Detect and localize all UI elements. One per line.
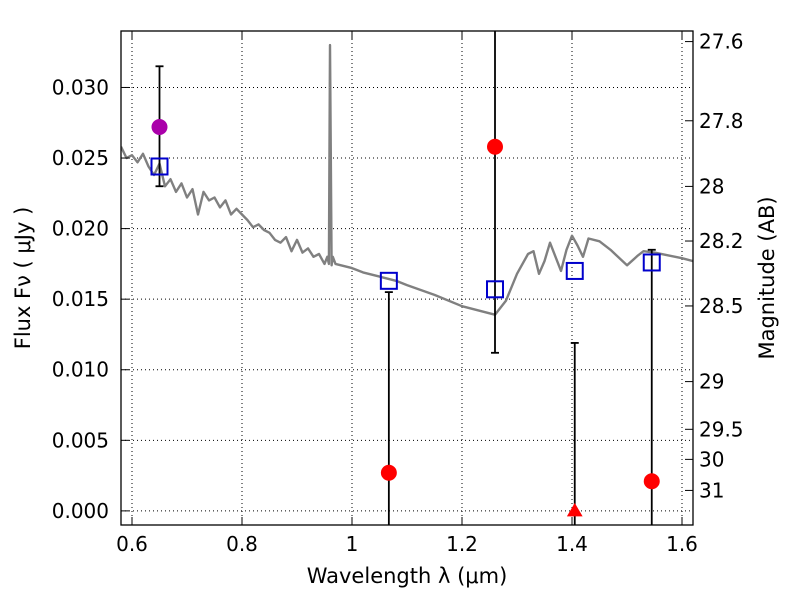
x-tick-label: 0.6 [116, 532, 148, 556]
template-spectrum-line [121, 43, 693, 316]
observed-point [380, 464, 397, 481]
observed-point [643, 473, 660, 490]
right-tick-label: 29.5 [699, 417, 744, 441]
model-point [486, 280, 504, 299]
observed-point [487, 138, 503, 155]
special-point [151, 118, 168, 135]
right-tick-label: 31 [699, 478, 724, 502]
x-tick-label: 0.8 [226, 532, 258, 556]
x-axis-label: Wavelength λ (μm) [307, 564, 508, 588]
right-tick-label: 30 [699, 447, 724, 471]
error-bars-layer [155, 31, 656, 525]
x-tick-label: 1.6 [666, 532, 698, 556]
upper-limit-marker [566, 502, 583, 517]
right-tick-label: 28 [699, 174, 724, 198]
template-spectrum-layer [121, 43, 693, 316]
right-tick-label: 28.5 [699, 294, 744, 318]
plot-frame [120, 30, 694, 526]
x-tick-label: 1.2 [446, 532, 478, 556]
model-point [379, 271, 398, 290]
grid [121, 31, 693, 525]
x-tick-label: 1.4 [556, 532, 588, 556]
y-tick-label: 0.010 [52, 358, 109, 382]
markers-layer [150, 118, 661, 517]
y-tick-label: 0.000 [52, 499, 109, 523]
right-tick-label: 29 [699, 370, 724, 394]
y-tick-label: 0.015 [52, 287, 109, 311]
y-tick-label: 0.025 [52, 146, 109, 170]
y-tick-label: 0.030 [52, 75, 109, 99]
model-point [565, 261, 584, 280]
y-axis-label-right: Magnitude (AB) [755, 196, 779, 359]
y-tick-label: 0.005 [52, 428, 109, 452]
x-tick-label: 1 [346, 532, 359, 556]
model-point [150, 157, 169, 176]
model-point [642, 253, 661, 272]
y-axis-label-left: Flux Fν ( μJy ) [11, 207, 35, 350]
right-tick-label: 28.2 [699, 229, 744, 253]
right-tick-label: 27.8 [699, 109, 744, 133]
y-tick-label: 0.020 [52, 217, 109, 241]
ticks-layer: 0.6 0.8 1 1.2 1.4 1.6 0.000 0.005 0.010 0.015 0.02… [52, 30, 744, 556]
right-tick-label: 27.6 [699, 30, 744, 54]
